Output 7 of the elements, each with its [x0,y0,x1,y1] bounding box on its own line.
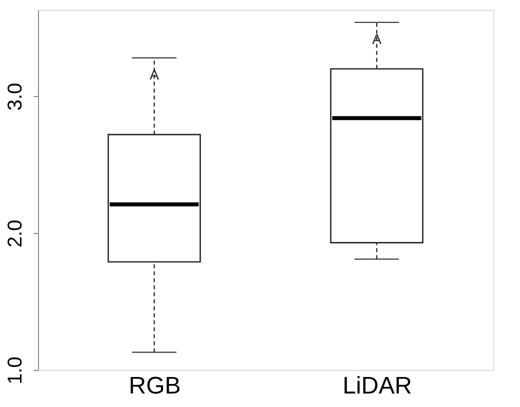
y-tick-label: 1.0 [4,356,26,384]
x-tick-label: RGB [128,372,181,400]
y-tick-label: 3.0 [4,82,26,111]
x-tick-label: LiDAR [342,372,412,400]
annotation: A [150,66,160,83]
y-tick-label: 2.0 [4,220,26,248]
annotation: A [372,31,382,48]
